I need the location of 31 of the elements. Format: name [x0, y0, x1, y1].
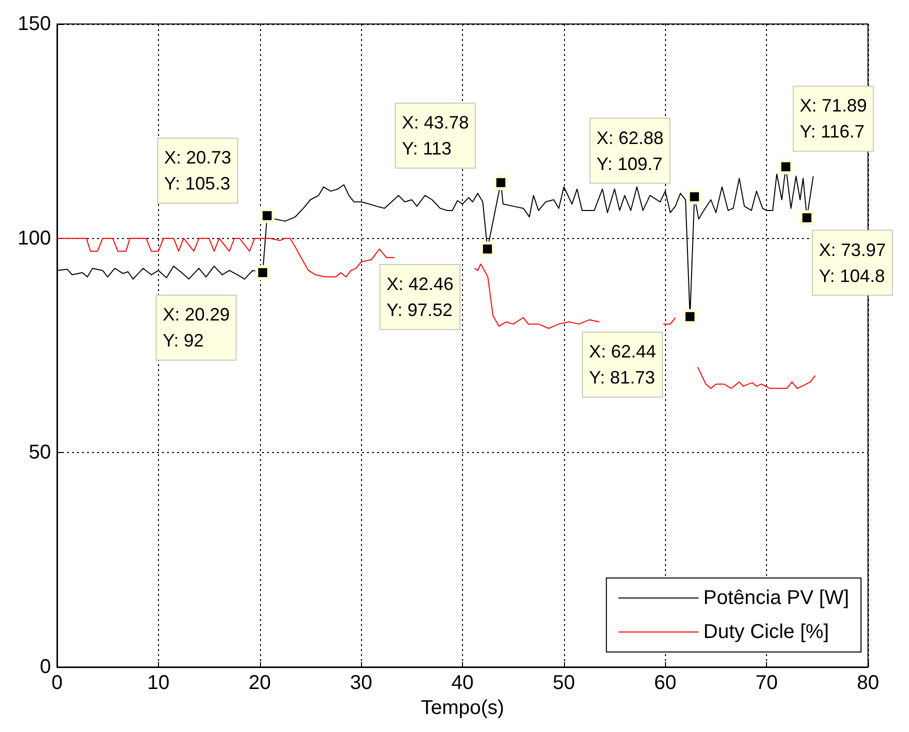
y-tick-label: 0 — [40, 656, 51, 678]
annotation: X: 71.89 Y: 116.7 — [800, 96, 867, 142]
annotation: X: 20.73 Y: 105.3 — [164, 148, 232, 194]
annotation: X: 43.78 Y: 113 — [402, 112, 469, 159]
point — [682, 309, 698, 324]
point — [255, 265, 270, 280]
point — [260, 208, 275, 224]
x-tick-label: 70 — [756, 672, 778, 694]
x-tick-label: 20 — [248, 672, 271, 694]
point — [493, 175, 508, 190]
x-axis-title: Tempo(s) — [420, 696, 504, 719]
annotation: X: 20.29 Y: 92 — [162, 304, 230, 351]
annotation: X: 73.97 Y: 104.8 — [818, 240, 886, 286]
annotation: X: 62.88 Y: 109.7 — [596, 128, 664, 174]
x-tick-label: 50 — [552, 672, 575, 694]
x-tick-label: 60 — [654, 672, 676, 694]
point — [686, 189, 702, 204]
y-tick-label: 100 — [18, 227, 51, 250]
x-tick-label: 30 — [350, 672, 372, 694]
x-tick-label: 80 — [856, 672, 880, 694]
legend-label: Duty Cicle [%] — [703, 621, 829, 643]
y-tick-label: 150 — [18, 13, 51, 35]
x-tick-label: 40 — [451, 672, 474, 694]
point — [480, 241, 495, 256]
legend-label: Potência PV [W] — [703, 587, 850, 609]
annotation: X: 42.46 Y: 97.52 — [386, 274, 454, 320]
point — [799, 210, 814, 226]
y-tick-label: 50 — [28, 442, 51, 464]
x-tick-label: 10 — [147, 672, 170, 694]
annotation: X: 62.44 Y: 81.73 — [588, 342, 656, 388]
point — [778, 159, 794, 174]
